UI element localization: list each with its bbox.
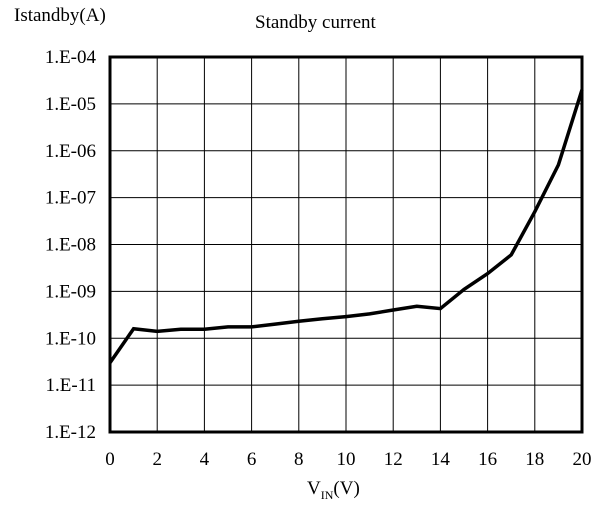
x-axis-label-subscript: IN xyxy=(320,488,334,502)
x-tick-label: 20 xyxy=(573,449,592,470)
series-line xyxy=(108,89,584,364)
x-tick-label: 12 xyxy=(384,449,403,470)
x-tick-label: 0 xyxy=(105,449,115,470)
y-tick-label: 1.E-06 xyxy=(45,141,96,162)
y-tick-label: 1.E-07 xyxy=(45,188,96,209)
x-tick-labels: 0 2 4 6 8 10 12 14 16 18 20 xyxy=(105,449,591,470)
x-axis-label: VIN(V) xyxy=(307,478,360,502)
x-axis-label-unit: (V) xyxy=(333,478,360,499)
y-tick-label: 1.E-09 xyxy=(45,281,96,302)
y-tick-label: 1.E-12 xyxy=(45,422,96,443)
x-axis-label-main: V xyxy=(307,478,321,499)
y-axis-label: Istandby(A) xyxy=(14,5,106,26)
plot-frame xyxy=(108,55,584,434)
y-tick-label: 1.E-08 xyxy=(45,235,96,256)
y-tick-label: 1.E-10 xyxy=(45,328,96,349)
y-tick-labels: 1.E-04 1.E-05 1.E-06 1.E-07 1.E-08 1.E-09 1.E-… xyxy=(45,47,97,443)
chart-title: Standby current xyxy=(255,12,376,33)
y-tick-label: 1.E-04 xyxy=(45,47,97,68)
x-tick-label: 10 xyxy=(337,449,356,470)
series xyxy=(108,89,584,364)
x-tick-label: 8 xyxy=(294,449,304,470)
x-tick-label: 16 xyxy=(478,449,497,470)
grid xyxy=(110,57,582,432)
y-tick-label: 1.E-11 xyxy=(46,375,96,396)
x-tick-label: 6 xyxy=(247,449,257,470)
y-tick-label: 1.E-05 xyxy=(45,94,96,115)
x-tick-label: 14 xyxy=(431,449,451,470)
x-tick-label: 2 xyxy=(152,449,162,470)
x-tick-label: 18 xyxy=(525,449,544,470)
x-tick-label: 4 xyxy=(200,449,210,470)
